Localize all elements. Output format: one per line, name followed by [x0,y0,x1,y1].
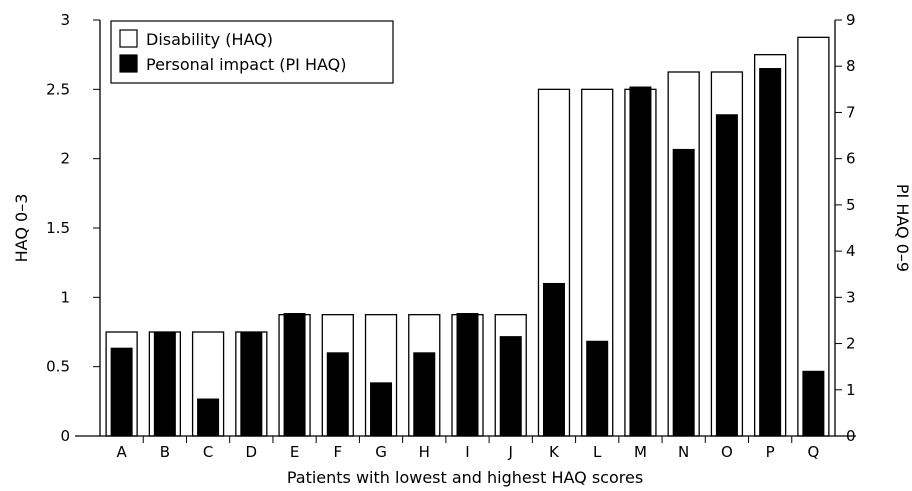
y-tick-label: 3 [60,11,70,29]
bar-personal-impact-N [672,148,695,437]
bar-personal-impact-G [370,382,393,437]
x-tick-label: O [721,443,733,461]
y2-tick-label: 3 [846,288,856,306]
bar-personal-impact-L [586,340,609,437]
x-tick-label: M [634,443,647,461]
y2-tick-label: 9 [846,11,856,29]
bar-personal-impact-F [326,352,349,437]
x-tick-label: B [160,443,170,461]
x-tick-label: I [465,443,469,461]
y-tick-label: 0 [60,427,70,445]
y-tick-label: 0.5 [46,358,70,376]
x-tick-label: Q [807,443,819,461]
legend: Disability (HAQ) Personal impact (PI HAQ… [110,20,394,84]
legend-swatch-disability [119,29,138,48]
bar-personal-impact-A [110,347,133,437]
axes-group [75,19,856,443]
x-axis-label: Patients with lowest and highest HAQ sco… [287,468,643,487]
bar-personal-impact-I [456,313,479,437]
x-tick-label: F [333,443,342,461]
y2-tick-label: 6 [846,150,856,168]
y-tick-label: 2.5 [46,80,70,98]
y-tick-label: 2 [60,150,70,168]
x-tick-label: E [290,443,299,461]
bar-personal-impact-J [499,336,522,437]
y2-tick-label: 2 [846,335,856,353]
x-tick-label: J [508,443,513,461]
bar-personal-impact-B [153,331,176,437]
bar-personal-impact-O [715,114,738,437]
x-tick-label: P [766,443,775,461]
x-tick-label: K [549,443,560,461]
bar-personal-impact-M [629,86,652,437]
y2-tick-label: 5 [846,196,856,214]
bars-group [105,36,830,437]
y-axis-label: HAQ 0–3 [12,194,31,263]
legend-box [110,20,394,84]
y2-tick-label: 7 [846,103,856,121]
bar-disability-Q [797,36,830,437]
y2-axis-label: PI HAQ 0–9 [893,184,912,272]
bar-personal-impact-P [759,68,782,437]
bar-personal-impact-H [413,352,436,437]
x-tick-label: L [593,443,602,461]
bar-personal-impact-E [283,313,306,437]
x-tick-label: D [246,443,258,461]
y2-tick-label: 1 [846,381,856,399]
x-tick-label: C [203,443,213,461]
y2-tick-label: 8 [846,57,856,75]
bar-personal-impact-Q [802,370,825,437]
y-tick-label: 1.5 [46,219,70,237]
legend-swatch-personal-impact [119,54,138,73]
y-tick-label: 1 [60,288,70,306]
x-tick-label: G [375,443,387,461]
y2-tick-label: 0 [846,427,856,445]
x-tick-label: N [678,443,689,461]
bar-personal-impact-D [240,331,263,437]
y2-tick-label: 4 [846,242,856,260]
bar-personal-impact-C [197,398,220,437]
x-tick-label: H [419,443,430,461]
x-tick-label: A [116,443,127,461]
legend-label-disability: Disability (HAQ) [146,30,273,49]
ticks-group: A B C D E F G H I J K L M N O P Q 0 0.5 1 1.5 2 2.5 3 0 1 2 3 4 5 6 7 8 9 [46,11,855,461]
bar-personal-impact-K [542,282,565,437]
legend-label-personal-impact: Personal impact (PI HAQ) [146,55,346,74]
